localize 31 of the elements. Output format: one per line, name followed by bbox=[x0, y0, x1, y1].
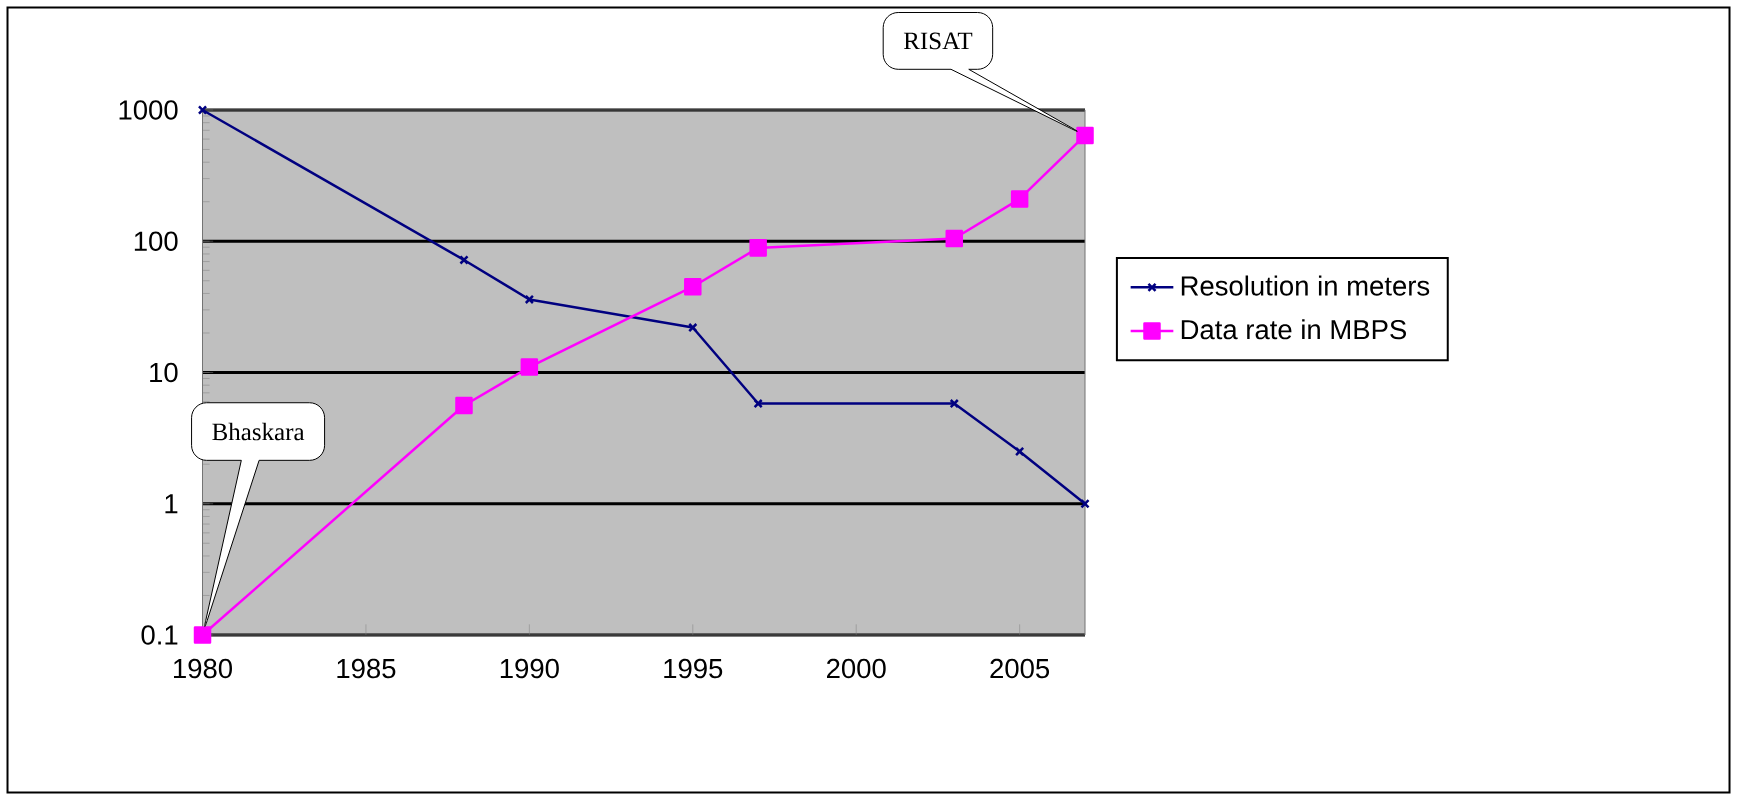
point bbox=[1080, 498, 1090, 509]
x-tick-label: 1980 bbox=[174, 658, 232, 679]
point bbox=[1010, 190, 1029, 208]
point bbox=[459, 255, 469, 265]
point bbox=[1014, 446, 1025, 457]
point bbox=[197, 105, 208, 115]
x-tick-label: 1990 bbox=[500, 658, 559, 679]
point bbox=[753, 398, 763, 409]
point bbox=[945, 229, 964, 248]
x-tick-label: 1985 bbox=[337, 658, 396, 679]
point bbox=[193, 626, 212, 644]
y-tick-label: 1 bbox=[165, 494, 178, 514]
text: RISAT bbox=[903, 32, 973, 50]
y-tick-label: 100 bbox=[134, 231, 178, 251]
y-tick-label: 0.1 bbox=[141, 625, 178, 645]
x-tick-label: 2000 bbox=[827, 658, 886, 679]
point bbox=[749, 239, 767, 257]
x-tick-label: 2005 bbox=[990, 658, 1050, 679]
annotation: Bhaskara bbox=[212, 422, 305, 441]
legend-label: Resolution in meters bbox=[1181, 275, 1430, 296]
point bbox=[688, 322, 698, 333]
legend-label: Data rate in MBPS bbox=[1181, 319, 1406, 340]
x-tick-label: 1995 bbox=[664, 658, 723, 679]
point bbox=[524, 294, 535, 305]
point bbox=[1076, 126, 1094, 145]
point bbox=[684, 277, 702, 296]
point bbox=[520, 358, 539, 376]
point bbox=[455, 396, 473, 415]
y-tick-label: 10 bbox=[150, 362, 178, 383]
y-tick-label: 1000 bbox=[119, 100, 178, 120]
point bbox=[949, 398, 960, 409]
